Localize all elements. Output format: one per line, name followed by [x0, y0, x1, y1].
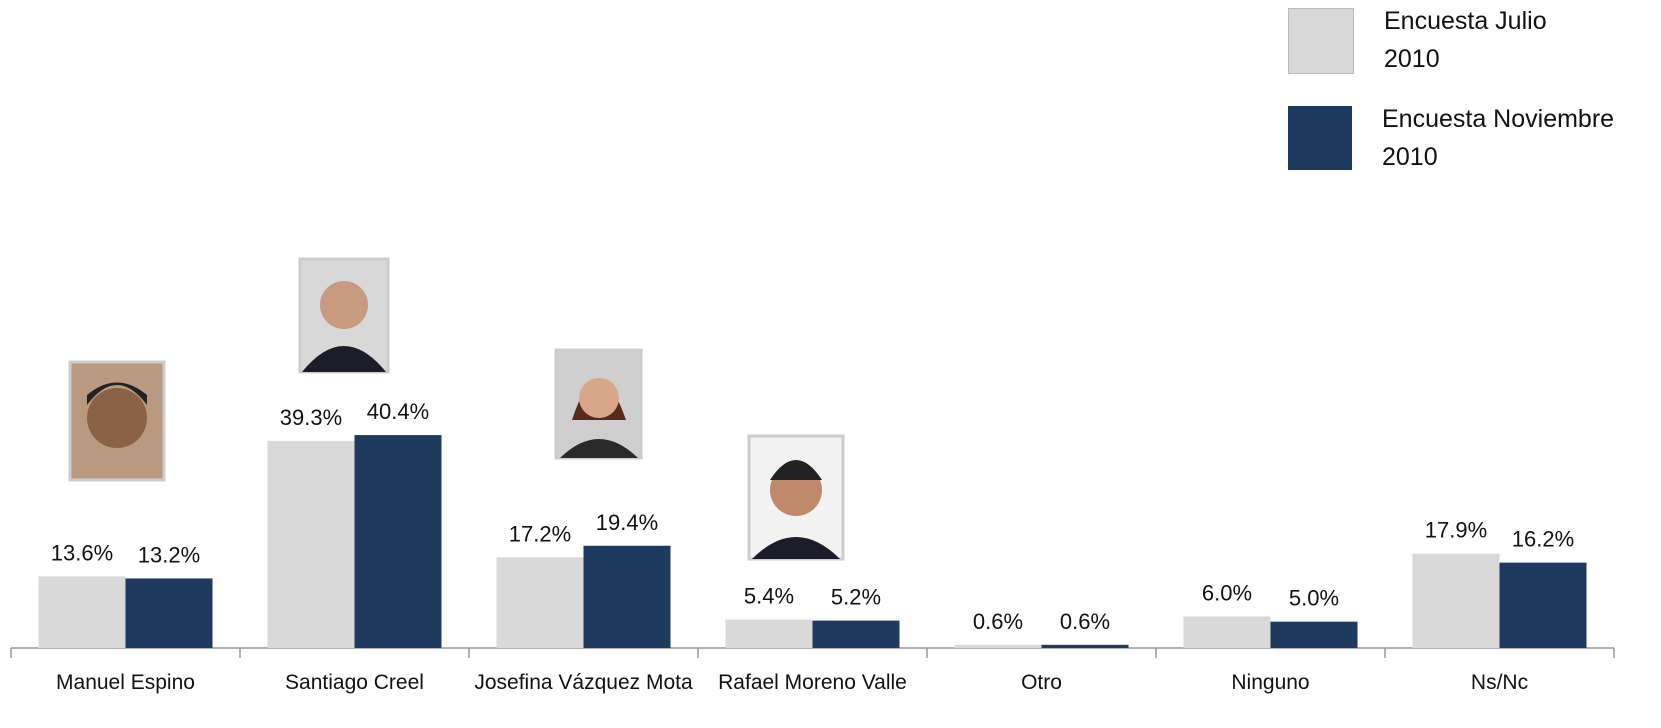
- bar: [354, 435, 442, 648]
- x-tick-label: Ns/Nc: [1470, 671, 1529, 694]
- portrait: [68, 257, 845, 561]
- value-label: 16.2%: [1512, 527, 1574, 552]
- value-label: 17.9%: [1425, 518, 1487, 543]
- bar: [38, 576, 126, 648]
- bar: [1270, 621, 1358, 648]
- bar: [267, 440, 355, 648]
- bar: [1041, 644, 1129, 648]
- bar: [1499, 562, 1587, 648]
- x-tick-label: Otro: [1021, 671, 1062, 694]
- x-tick-label: Rafael Moreno Valle: [718, 671, 907, 694]
- value-label: 39.3%: [280, 405, 342, 430]
- bar: [725, 619, 813, 648]
- value-label: 13.6%: [51, 540, 113, 565]
- bar: [1412, 553, 1500, 648]
- x-tick-label: Ninguno: [1231, 671, 1310, 694]
- value-label: 0.6%: [1060, 609, 1110, 634]
- legend-label: Encuesta Noviembre 2010: [1382, 105, 1615, 171]
- bar: [125, 578, 213, 648]
- legend-label: Encuesta Julio 2010: [1384, 7, 1547, 73]
- bar: [496, 557, 584, 648]
- bar: [1183, 616, 1271, 648]
- value-label: 13.2%: [138, 542, 200, 567]
- x-tick-label: Santiago Creel: [285, 671, 424, 694]
- value-label: 17.2%: [509, 521, 571, 546]
- legend-swatch: [1288, 106, 1352, 170]
- value-label: 0.6%: [973, 609, 1023, 634]
- value-label: 19.4%: [596, 510, 658, 535]
- value-label: 40.4%: [367, 399, 429, 424]
- value-label: 5.0%: [1289, 586, 1339, 611]
- legend-swatch: [1288, 8, 1354, 74]
- value-label: 5.2%: [831, 585, 881, 610]
- bar: [812, 620, 900, 648]
- legend-entry: Encuesta Julio 2010: [1288, 7, 1574, 78]
- legend-entry: Encuesta Noviembre 2010: [1288, 105, 1652, 176]
- bar: [583, 545, 671, 648]
- x-tick-label: Manuel Espino: [56, 671, 195, 694]
- x-tick-label: Josefina Vázquez Mota: [474, 671, 693, 694]
- value-label: 5.4%: [744, 584, 794, 609]
- bar: [954, 644, 1042, 648]
- value-label: 6.0%: [1202, 580, 1252, 605]
